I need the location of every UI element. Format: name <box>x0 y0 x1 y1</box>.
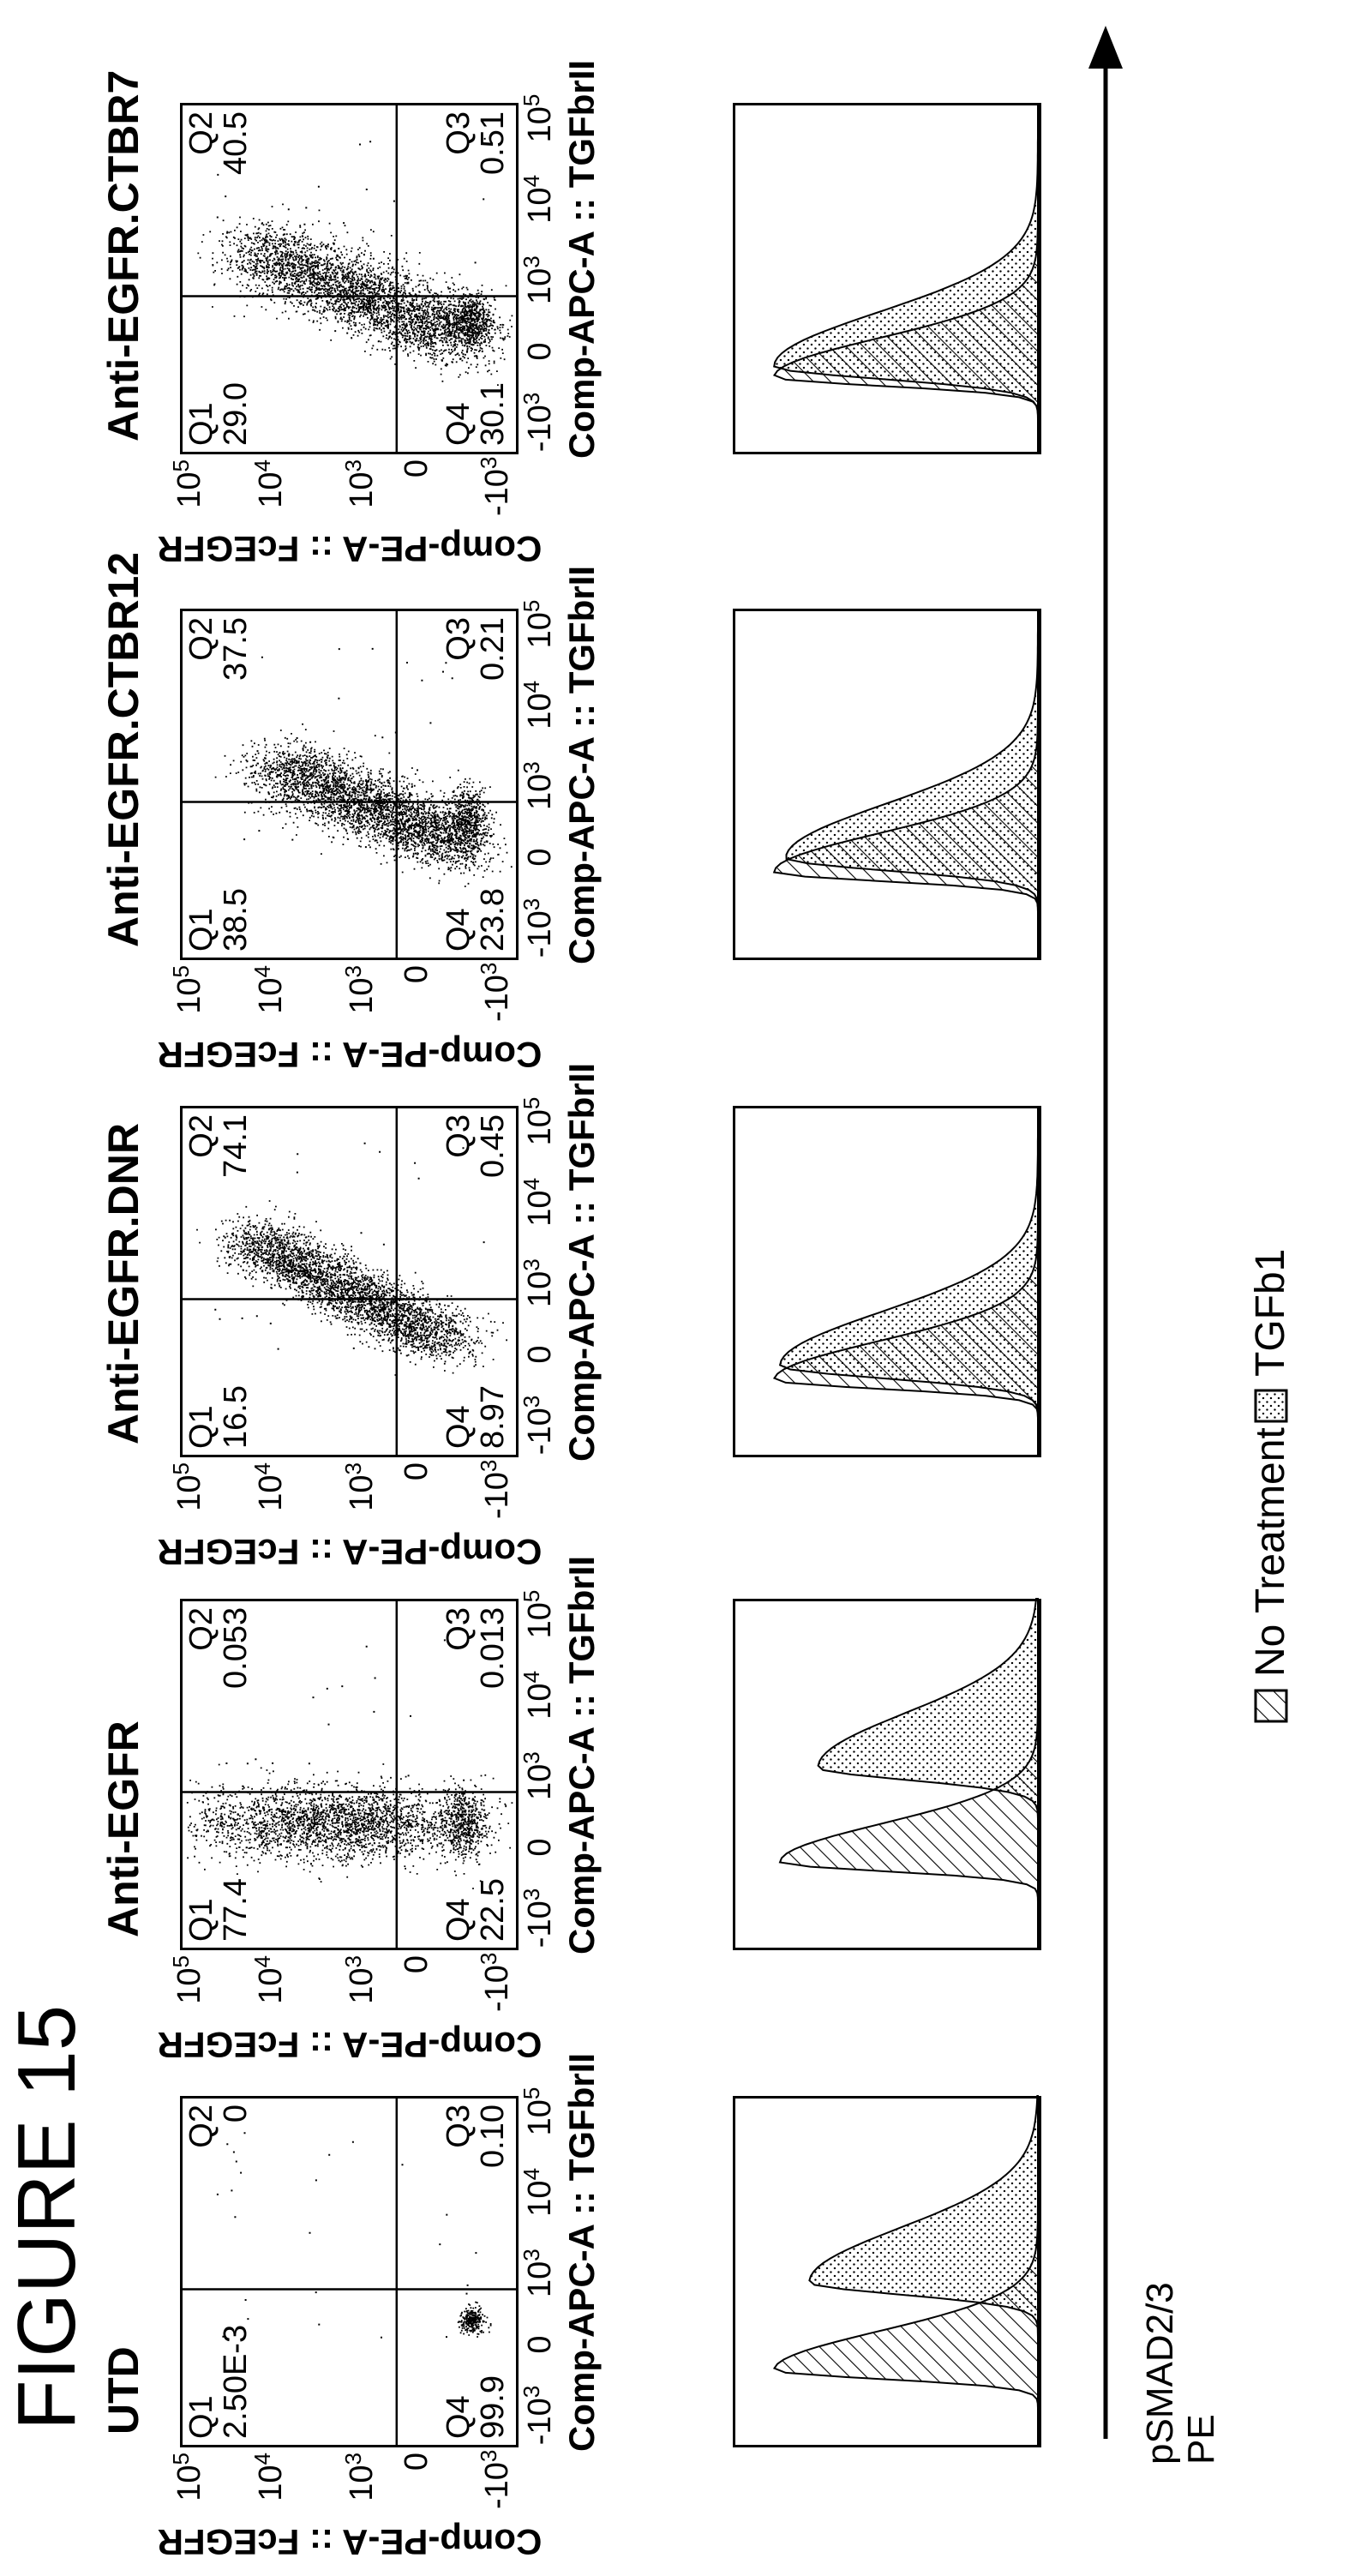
histogram <box>733 609 1041 960</box>
no-treatment-distribution <box>772 103 1039 454</box>
plot-frame <box>180 103 519 454</box>
plot-frame <box>180 1106 519 1457</box>
histogram <box>733 1598 1041 1950</box>
events <box>216 2132 492 2339</box>
legend-item-dotted: TGFb1 <box>1247 1249 1294 1423</box>
hatched-swatch-icon <box>1254 1689 1287 1723</box>
legend-item-hatched: No Treatment <box>1247 1427 1294 1723</box>
no-treatment-distribution <box>778 1599 1039 1950</box>
events <box>214 647 513 887</box>
no-treatment-distribution <box>772 1106 1039 1457</box>
dot-plot <box>180 1599 519 1950</box>
histogram-axis-label-line1: pSMAD2/3 <box>1139 2282 1181 2465</box>
histogram-axis-label: pSMAD2/3 PE <box>1139 2282 1222 2465</box>
histogram <box>733 1106 1041 1457</box>
events <box>197 137 513 386</box>
no-treatment-distribution <box>772 609 1039 960</box>
plot-frame <box>180 1599 519 1950</box>
histogram <box>733 103 1041 454</box>
dot-plot <box>180 609 519 960</box>
dot-plot <box>180 2096 519 2447</box>
histogram-axis-label-line2: PE <box>1180 2414 1222 2465</box>
histogram <box>733 2095 1041 2447</box>
events <box>196 1142 507 1376</box>
dotted-swatch-icon <box>1254 1389 1287 1423</box>
dot-plot <box>180 103 519 454</box>
dot-plot <box>180 1106 519 1457</box>
no-treatment-distribution <box>772 2096 1039 2447</box>
legend-label: TGFb1 <box>1248 1248 1293 1377</box>
legend-label: No Treatment <box>1248 1427 1293 1677</box>
events <box>186 1639 513 1889</box>
plot-frame <box>180 2096 519 2447</box>
